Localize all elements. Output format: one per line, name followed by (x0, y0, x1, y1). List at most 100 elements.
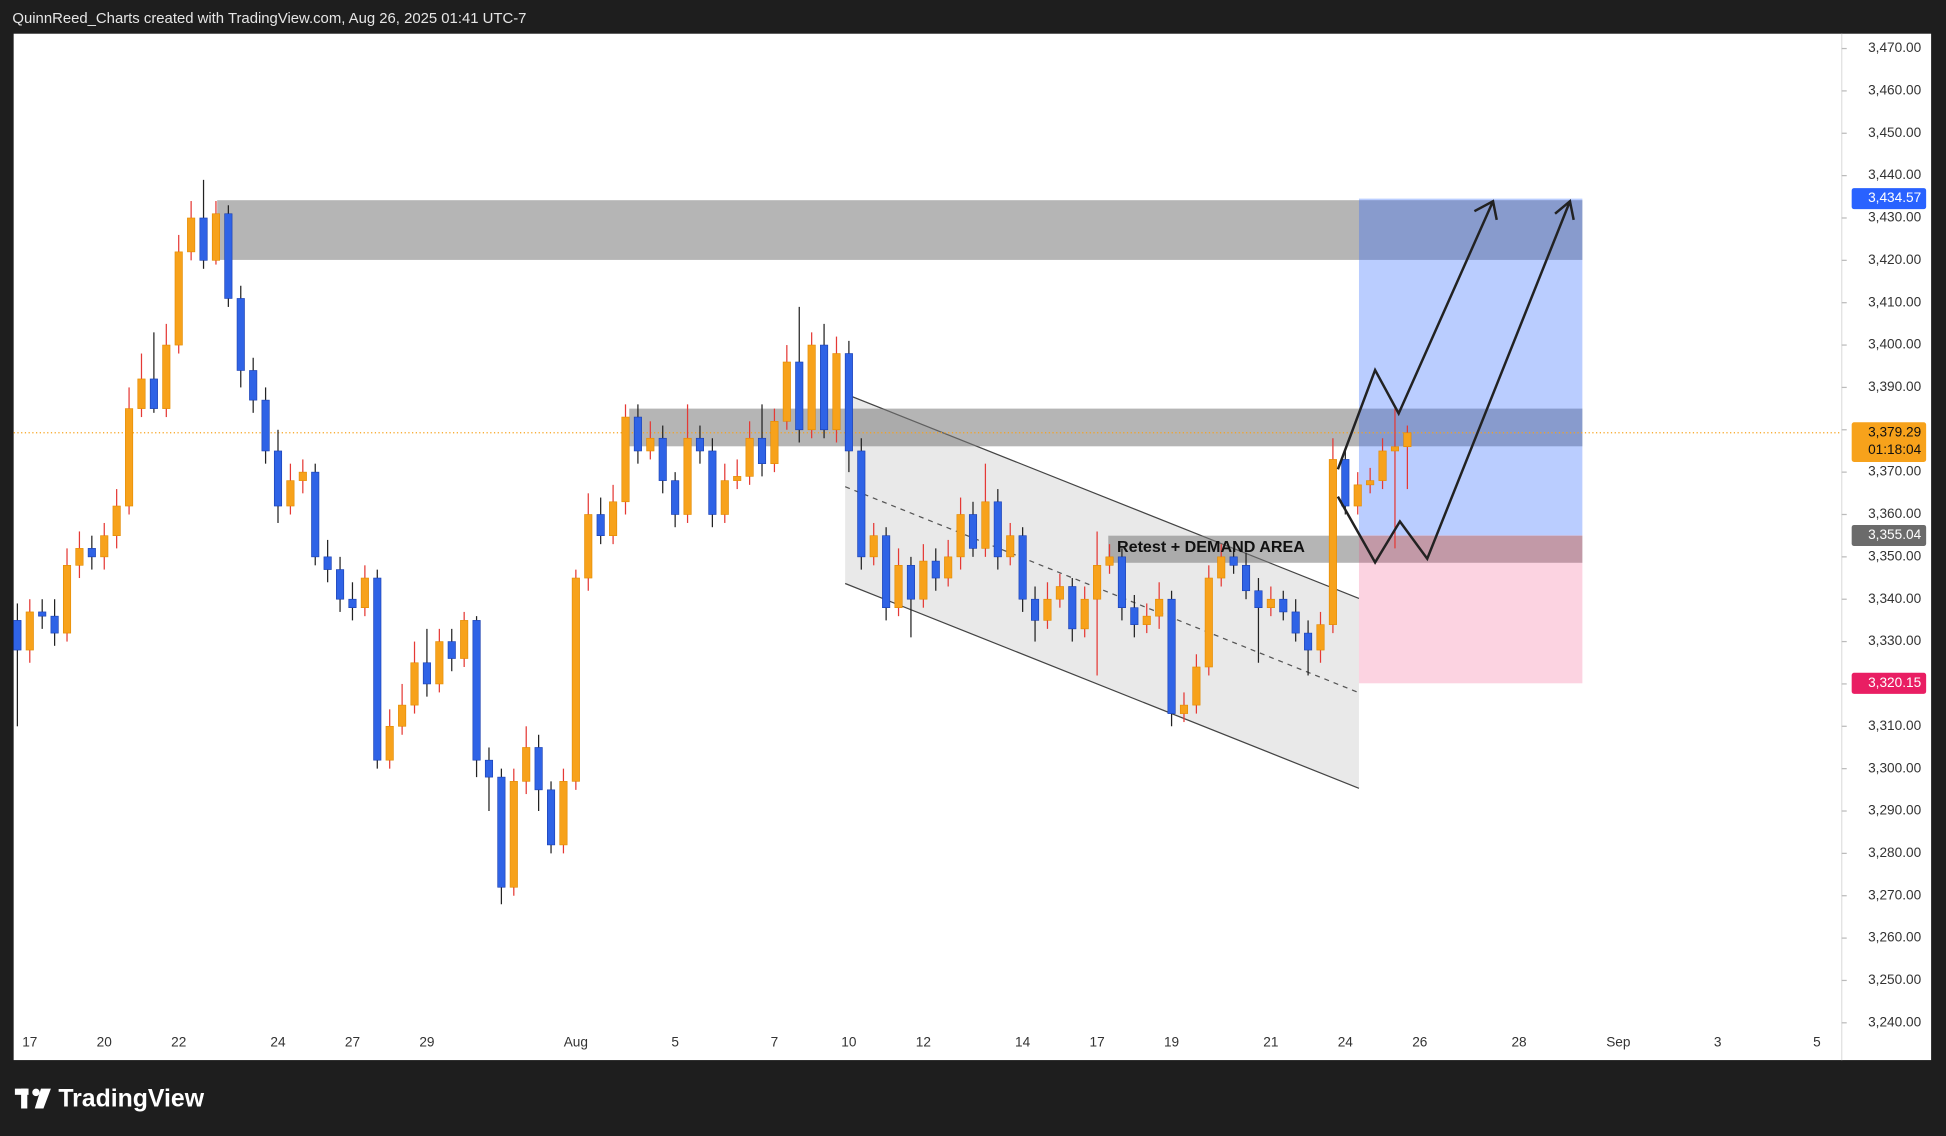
y-tick-label: 3,260.00 (1868, 930, 1922, 945)
x-tick-label: 7 (771, 1034, 779, 1049)
x-tick-label: 26 (1412, 1034, 1427, 1049)
candle-body (745, 437, 754, 477)
candle-body (596, 514, 605, 536)
candle-body (547, 789, 556, 846)
candle-body (1254, 590, 1263, 608)
x-tick-label: 21 (1263, 1034, 1278, 1049)
candle-body (609, 501, 618, 536)
candle-body (1304, 632, 1313, 651)
zones (13, 198, 1842, 684)
candle-body (497, 776, 506, 888)
candle-body (472, 620, 481, 761)
candle-body (1341, 459, 1350, 507)
price-label: 3,434.57 (1868, 190, 1921, 205)
candle-body (559, 781, 568, 846)
candle-body (112, 505, 121, 536)
candle-body (348, 598, 357, 608)
candle-body (1105, 556, 1114, 566)
logo-slash (34, 1088, 51, 1109)
candle-body (695, 437, 704, 452)
stop-box (1358, 535, 1583, 684)
candle-body (509, 781, 518, 888)
candle-body (1130, 607, 1139, 625)
y-tick-label: 3,390.00 (1868, 379, 1922, 394)
candle-body (770, 420, 779, 464)
candle-body (1266, 598, 1275, 608)
candle-body (447, 641, 456, 659)
candle-body (422, 662, 431, 685)
channel-fill (845, 394, 1359, 789)
candle-body (621, 416, 630, 503)
annotation: Retest + DEMAND AREA (1117, 538, 1305, 556)
candle-body (1055, 586, 1064, 600)
y-tick-label: 3,270.00 (1868, 887, 1922, 902)
channel-mid (844, 486, 1360, 694)
arrow-head (1554, 198, 1575, 221)
candle-body (1328, 459, 1337, 625)
y-tick-label: 3,240.00 (1868, 1014, 1922, 1029)
overlay: Retest + DEMAND AREA (1117, 198, 1575, 565)
candle-body (435, 641, 444, 685)
candle-body (25, 611, 34, 651)
candle-body (1006, 535, 1015, 558)
candle-body (187, 217, 196, 253)
x-tick-label: 14 (1015, 1034, 1031, 1049)
x-tick-label: 17 (1090, 1034, 1105, 1049)
x-tick-label: Aug (564, 1034, 588, 1049)
candle-body (174, 251, 183, 346)
projection-arrow (1336, 200, 1495, 470)
candle-body (820, 344, 829, 431)
y-tick-label: 3,280.00 (1868, 845, 1922, 860)
candle-body (1018, 535, 1027, 600)
candle-body (373, 577, 382, 761)
y-tick-label: 3,440.00 (1868, 167, 1922, 182)
candle-body (1043, 598, 1052, 621)
candle-body (795, 361, 804, 431)
x-tick-label: 27 (345, 1034, 360, 1049)
candle-body (162, 344, 171, 409)
candle-body (249, 370, 258, 401)
candle-body (1316, 624, 1325, 651)
candle-body (1179, 704, 1189, 714)
candle-body (75, 548, 84, 566)
candle-body (484, 759, 494, 778)
x-tick-label: 3 (1714, 1034, 1722, 1049)
candle-body (460, 620, 469, 659)
price-label-box (1851, 672, 1927, 694)
candle-body (1068, 586, 1077, 630)
candle-body (906, 565, 915, 600)
candle-body (13, 620, 22, 651)
candle-body (757, 437, 767, 464)
candle-body (360, 577, 369, 608)
x-tick-label: 28 (1511, 1034, 1526, 1049)
arrow-head (1473, 199, 1498, 221)
y-tick-label: 3,430.00 (1868, 210, 1922, 225)
candle-body (211, 213, 220, 261)
candle-body (571, 577, 580, 782)
candle-body (633, 416, 642, 452)
candle-body (137, 378, 146, 409)
price-label-box (1851, 422, 1927, 462)
brand-logo (14, 1088, 51, 1109)
channel-lower (844, 582, 1360, 789)
x-tick-label: 5 (671, 1034, 679, 1049)
x-tick-label: 10 (841, 1034, 857, 1049)
candle-body (1031, 598, 1040, 621)
candle-body (311, 471, 320, 558)
candle-body (236, 298, 245, 371)
candle-body (968, 514, 978, 549)
candle-body (844, 353, 853, 452)
header: QuinnReed_Charts created with TradingVie… (12, 11, 526, 27)
x-tick-label: 22 (171, 1034, 186, 1049)
candle-body (410, 662, 419, 706)
y-tick-label: 3,410.00 (1868, 294, 1922, 309)
y-tick-label: 3,450.00 (1868, 125, 1922, 140)
candle-body (944, 556, 953, 579)
x-tick-label: 19 (1164, 1034, 1179, 1049)
candle-body (1093, 565, 1102, 600)
candle-body (919, 560, 928, 600)
candle-body (981, 501, 990, 549)
price-label: 3,379.29 (1868, 424, 1921, 439)
candle-body (671, 480, 680, 515)
